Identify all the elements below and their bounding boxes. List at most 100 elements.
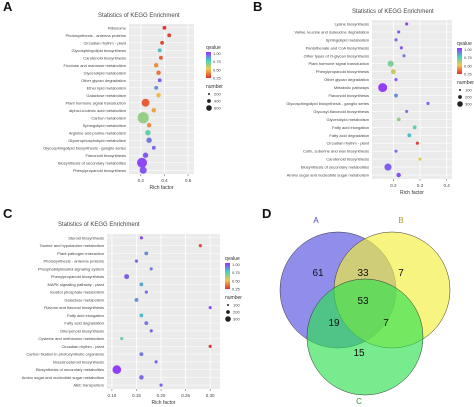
colorbar-tick-label: 0.25	[464, 71, 473, 76]
data-point	[137, 157, 147, 168]
data-point	[198, 244, 202, 248]
chart-title: Statistics of KEGG Enrichment	[352, 9, 434, 15]
size-legend-label: 200	[465, 95, 472, 100]
x-axis-label: Rich factor	[400, 190, 424, 196]
category-label: Other glycan degradation	[81, 78, 126, 83]
category-label: Metabolic pathways	[334, 85, 369, 90]
x-tick-label: 0.30	[206, 393, 215, 398]
legend-title-qvalue: qvalue	[457, 41, 472, 47]
category-label: Circadian rhythm - plant	[327, 141, 370, 146]
chart-title: Statistics of KEGG Enrichment	[58, 222, 140, 228]
colorbar-tick-label: 0.75	[464, 55, 473, 60]
legend-title-qvalue: qvalue	[206, 45, 221, 51]
data-point	[378, 83, 388, 93]
category-label: Glycosphingolipid biosynthesis	[72, 48, 126, 53]
category-label: Inositol phosphate metabolism	[50, 290, 105, 295]
panel-letter-c: C	[3, 206, 13, 221]
data-point	[149, 267, 153, 271]
venn-region-count: 7	[383, 318, 389, 329]
colorbar-tick-label: 1.00	[232, 262, 241, 267]
colorbar	[225, 263, 230, 289]
venn-set-label-c: C	[356, 397, 362, 406]
size-legend-dot	[225, 316, 231, 322]
category-label: Glycosyl-flavonoid biosynthesis	[313, 109, 369, 114]
data-point	[120, 337, 124, 341]
data-point	[139, 166, 147, 174]
x-tick-label: 0.15	[132, 393, 141, 398]
category-label: Other types of O-glycan biosynthesis	[304, 53, 369, 58]
chart-panel-a: Statistics of KEGG Enrichment 0.2 0.4 0.6 Ri…	[43, 13, 223, 191]
data-point	[145, 130, 151, 136]
chart-title: Statistics of KEGG Enrichment	[98, 13, 180, 19]
colorbar-tick-label: 0.75	[213, 59, 222, 64]
venn-set-label-a: A	[313, 216, 319, 225]
venn-region-count: 7	[398, 268, 404, 279]
category-label: Glycosphingolipid biosynthesis - ganglio…	[286, 101, 369, 106]
plot-background	[129, 24, 194, 174]
data-point	[139, 282, 144, 287]
x-tick-label: 0.4	[444, 183, 451, 188]
venn-region-count: 15	[353, 348, 365, 359]
category-label: Biosynthesis of secondary metabolites	[36, 367, 104, 372]
colorbar-tick-label: 0.50	[213, 67, 222, 72]
colorbar	[206, 52, 211, 78]
category-label: Glycerolipid metabolism	[327, 117, 370, 122]
data-point	[151, 145, 156, 150]
size-legend-label: 600	[214, 106, 221, 111]
category-label: Carotenoid biosynthesis	[83, 55, 126, 60]
data-point	[146, 137, 152, 143]
category-label: Taurine and hypotaurine metabolism	[40, 243, 105, 248]
size-legend-dot	[208, 93, 210, 95]
data-point	[405, 109, 409, 114]
size-legend-dot	[457, 101, 463, 107]
size-legend-label: 100	[465, 88, 472, 93]
size-legend-label: 100	[233, 303, 240, 308]
x-tick-label: 0.25	[181, 393, 190, 398]
data-point	[156, 93, 161, 98]
data-point	[415, 141, 419, 145]
colorbar-tick-label: 1.00	[464, 47, 473, 52]
colorbar-tick-label: 0.25	[232, 286, 241, 291]
category-label: Fatty acid degradation	[329, 133, 369, 138]
category-label: Brassinosteroid biosynthesis	[53, 359, 104, 364]
panel-letter-a: A	[3, 0, 13, 14]
data-point	[157, 48, 162, 53]
size-legend-dot	[458, 95, 462, 99]
category-label: Valine, leucine and isoleucine degradati…	[294, 29, 369, 34]
x-tick-label: 0.2	[138, 178, 145, 183]
data-point	[208, 344, 212, 348]
data-point	[399, 46, 403, 50]
size-legend-dot	[227, 304, 229, 306]
x-tick-label: 0.2	[390, 183, 397, 188]
venn-region-count: 19	[328, 318, 340, 329]
category-label: Phenylpropanoid biosynthesis	[316, 69, 369, 74]
data-point	[137, 112, 149, 124]
category-label: Biosynthesis of secondary metabolites	[301, 165, 369, 170]
panel-letter-d: D	[262, 206, 271, 221]
colorbar	[457, 48, 462, 74]
data-point	[124, 274, 130, 280]
data-point	[112, 365, 122, 374]
data-point	[397, 30, 401, 34]
category-label: Flavone and flavonol biosynthesis	[44, 305, 104, 310]
data-point	[426, 101, 430, 106]
category-label: Plant hormone signal transduction	[309, 61, 369, 66]
category-label: Fatty acid degradation	[64, 321, 104, 326]
category-label: Cysteine and methionine metabolism	[38, 336, 104, 341]
data-point	[407, 133, 412, 138]
data-point	[144, 290, 148, 294]
venn-diagram: A B C 61 33 7 53 19 7 15	[279, 216, 451, 406]
data-point	[146, 123, 152, 128]
category-label: Galactose metabolism	[64, 297, 104, 302]
colorbar-tick-label: 0.25	[213, 75, 222, 80]
x-tick-label: 0.10	[108, 393, 117, 398]
colorbar-tick-label: 0.50	[464, 63, 473, 68]
category-label: Arginine and proline metabolism	[69, 130, 127, 135]
data-point	[157, 78, 162, 83]
chart-panel-c: Statistics of KEGG Enrichment 0.10 0.15 0.2…	[22, 222, 243, 406]
category-label: Glycosphingolipid biosynthesis - ganglio…	[43, 145, 126, 150]
category-label: Phenylpropanoid biosynthesis	[51, 274, 104, 279]
data-point	[412, 125, 417, 130]
size-legend-dot	[206, 105, 212, 111]
category-label: Diterpenoid biosynthesis	[60, 328, 104, 333]
